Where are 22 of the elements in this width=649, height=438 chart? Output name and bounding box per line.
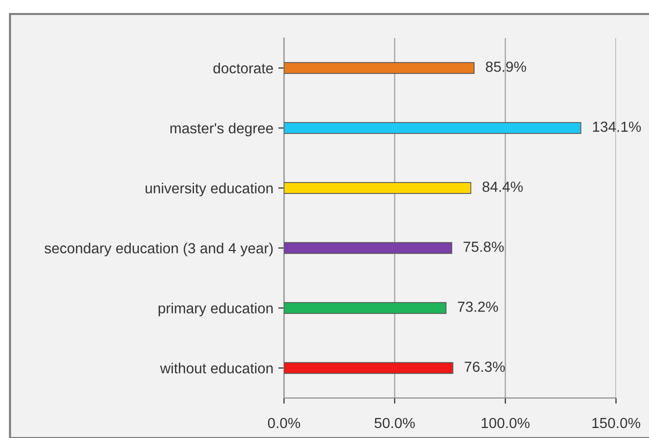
y-tick-label: master's degree <box>170 122 273 136</box>
y-tick-label: university education <box>146 182 273 196</box>
bar <box>284 362 454 374</box>
data-label: 84.4% <box>482 182 523 192</box>
x-tick-label: 100.0% <box>482 418 530 428</box>
data-label: 75.8% <box>464 242 504 252</box>
data-label: 76.3% <box>464 362 505 372</box>
y-tick-label: doctorate <box>213 62 273 74</box>
data-label: 73.2% <box>458 302 498 312</box>
y-tick-label: secondary education (3 and 4 year) <box>44 242 273 256</box>
data-label: 134.1% <box>593 122 641 132</box>
y-tick-label: without education <box>160 362 273 374</box>
x-tick-label: 50.0% <box>374 418 415 428</box>
bar <box>284 242 452 254</box>
x-tick-label: 150.0% <box>592 418 640 428</box>
x-tick-label: 0.0% <box>268 418 300 428</box>
bar <box>284 302 446 314</box>
bar <box>284 122 582 134</box>
y-tick-label: primary education <box>158 302 273 316</box>
data-label: 85.9% <box>486 62 526 72</box>
bar <box>284 182 472 194</box>
bar <box>284 62 475 74</box>
